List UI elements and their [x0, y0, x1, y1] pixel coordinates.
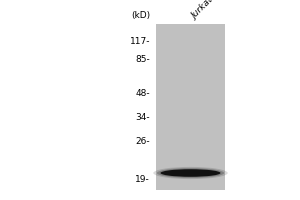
Text: 34-: 34-: [135, 112, 150, 121]
Ellipse shape: [157, 168, 224, 178]
Ellipse shape: [153, 167, 228, 179]
Text: 117-: 117-: [130, 36, 150, 46]
Text: 48-: 48-: [135, 88, 150, 98]
Ellipse shape: [160, 169, 220, 177]
Text: 85-: 85-: [135, 54, 150, 64]
Text: (kD): (kD): [131, 11, 150, 20]
FancyBboxPatch shape: [156, 24, 225, 190]
Text: 26-: 26-: [135, 136, 150, 146]
Text: Jurkat: Jurkat: [190, 0, 215, 21]
Text: 19-: 19-: [135, 174, 150, 184]
